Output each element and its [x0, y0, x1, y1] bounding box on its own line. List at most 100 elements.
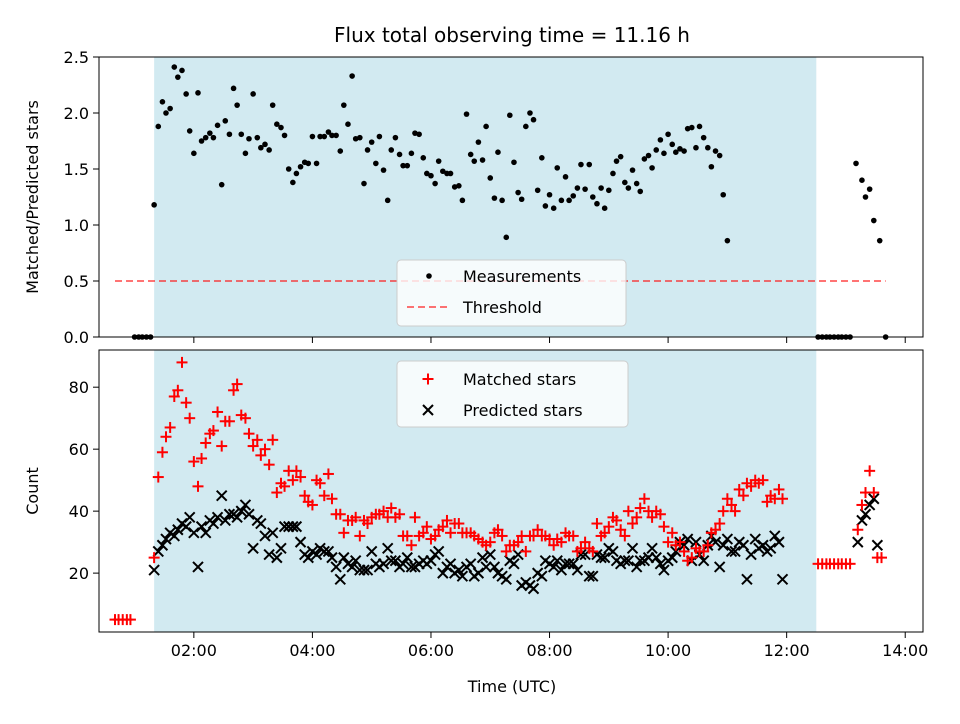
- matched-star-point: [658, 521, 670, 533]
- predicted-star-point: [377, 558, 390, 570]
- bottom-y-tick-label: 60: [69, 440, 89, 459]
- predicted-star-point: [192, 561, 204, 573]
- measurement-point: [578, 161, 584, 168]
- predicted-star-point: [863, 499, 876, 511]
- matched-star-point: [555, 536, 567, 548]
- predicted-star-point: [365, 545, 378, 558]
- matched-star-point: [228, 384, 240, 396]
- bottom-legend-box: [396, 360, 629, 428]
- matched-star-point: [200, 437, 212, 449]
- matched-star-point: [453, 518, 465, 530]
- measurement-point: [629, 167, 636, 173]
- matched-star-point: [868, 487, 880, 499]
- predicted-star-point: [598, 551, 611, 564]
- legend-matched-marker: [422, 373, 434, 385]
- predicted-star-point: [697, 555, 710, 567]
- predicted-star-point: [654, 558, 667, 570]
- measurement-point: [527, 110, 533, 116]
- measurement-point: [518, 196, 525, 203]
- matched-star-point: [306, 499, 318, 511]
- measurement-point: [669, 141, 676, 148]
- predicted-star-point: [717, 539, 729, 551]
- measurement-point: [859, 177, 865, 183]
- matched-star-point: [223, 415, 235, 427]
- predicted-star-point: [567, 558, 579, 570]
- predicted-star-point: [737, 539, 750, 551]
- measurement-point: [333, 132, 339, 139]
- matched-star-point: [279, 480, 291, 492]
- measurement-point: [262, 141, 268, 148]
- matched-star-point: [231, 378, 243, 390]
- x-tick-label: 04:00: [289, 641, 335, 660]
- measurement-point: [274, 121, 280, 127]
- measurement-point: [570, 193, 577, 199]
- matched-star-point: [322, 468, 334, 480]
- predicted-star-point: [231, 511, 243, 524]
- matched-star-point: [176, 356, 188, 368]
- predicted-star-point: [346, 561, 358, 573]
- measurement-point: [491, 195, 498, 201]
- predicted-star-point: [745, 548, 757, 561]
- bottom-legend: Matched stars Predicted stars: [396, 360, 629, 428]
- measurement-point: [290, 179, 296, 186]
- predicted-star-point: [508, 558, 520, 570]
- matched-star-point: [255, 449, 267, 461]
- measurement-point: [269, 102, 276, 108]
- matched-star-point: [152, 471, 164, 483]
- measurement-point: [329, 132, 335, 139]
- measurement-point: [546, 191, 553, 198]
- legend-measurements-marker: [426, 273, 432, 279]
- measurement-point: [483, 123, 489, 130]
- matched-star-point: [729, 505, 741, 517]
- predicted-star-point: [527, 582, 540, 595]
- bottom-y-tick-label: 80: [69, 378, 89, 397]
- measurement-point: [661, 150, 667, 157]
- matched-star-point: [627, 518, 639, 530]
- measurement-point: [696, 123, 703, 130]
- measurement-point: [400, 162, 406, 169]
- measurement-point: [708, 163, 715, 170]
- matched-star-point: [634, 502, 646, 514]
- matched-star-point: [184, 412, 196, 424]
- matched-star-point: [318, 490, 330, 502]
- matched-star-point: [662, 536, 674, 548]
- measurement-point: [447, 170, 454, 177]
- measurement-point: [285, 166, 292, 172]
- measurement-point: [554, 165, 561, 171]
- matched-star-point: [520, 545, 532, 557]
- measurement-point: [325, 129, 332, 135]
- matched-star-point: [674, 536, 686, 548]
- measurement-point: [475, 139, 482, 145]
- matched-star-point: [512, 536, 524, 548]
- measurement-point: [641, 156, 648, 162]
- matched-star-point: [622, 505, 634, 517]
- matched-star-point: [239, 412, 251, 424]
- matched-star-point: [180, 397, 192, 409]
- x-tick-label: 02:00: [171, 641, 217, 660]
- measurement-point: [653, 147, 660, 153]
- predicted-star-point: [868, 493, 880, 505]
- predicted-star-point: [405, 561, 418, 573]
- matched-star-point: [271, 487, 283, 499]
- legend-matched-label: Matched stars: [463, 370, 576, 389]
- measurement-point: [665, 131, 671, 138]
- predicted-star-point: [219, 514, 231, 527]
- matched-star-point: [287, 474, 299, 486]
- measurement-point: [179, 67, 185, 74]
- measurement-point: [159, 99, 166, 105]
- matched-star-point: [164, 421, 176, 433]
- measurement-point: [523, 123, 529, 130]
- measurement-point: [388, 147, 395, 153]
- top-axes-frame: [98, 56, 924, 338]
- measurement-point: [246, 135, 252, 142]
- predicted-star-point: [235, 505, 247, 517]
- matched-star-point: [654, 508, 666, 520]
- top-y-tick-label: 1.5: [64, 160, 89, 179]
- matched-star-point: [216, 440, 228, 452]
- predicted-star-point: [658, 564, 670, 576]
- predicted-star-point: [168, 530, 180, 542]
- measurement-point: [716, 152, 723, 159]
- measurement-point: [250, 91, 256, 97]
- predicted-star-point: [195, 520, 208, 533]
- predicted-star-point: [211, 511, 224, 524]
